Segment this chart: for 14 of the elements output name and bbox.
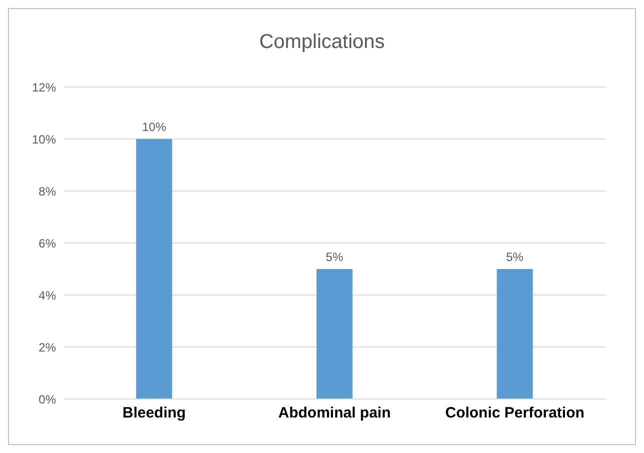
chart-title: Complications: [258, 31, 386, 54]
y-tick-label: 4%: [38, 288, 56, 302]
y-tick-label: 2%: [38, 340, 56, 354]
data-label: 5%: [326, 250, 344, 264]
x-tick-label: Colonic Perforation: [445, 404, 584, 422]
data-label: 10%: [142, 120, 166, 134]
y-tick-label: 6%: [38, 236, 56, 250]
data-label: 5%: [506, 250, 524, 264]
x-tick-label: Bleeding: [122, 404, 186, 422]
x-tick-label: Abdominal pain: [278, 404, 391, 422]
y-tick-label: 0%: [38, 392, 56, 406]
y-tick-label: 8%: [38, 184, 56, 198]
y-tick-label: 12%: [32, 80, 56, 94]
y-tick-label: 10%: [32, 132, 56, 146]
